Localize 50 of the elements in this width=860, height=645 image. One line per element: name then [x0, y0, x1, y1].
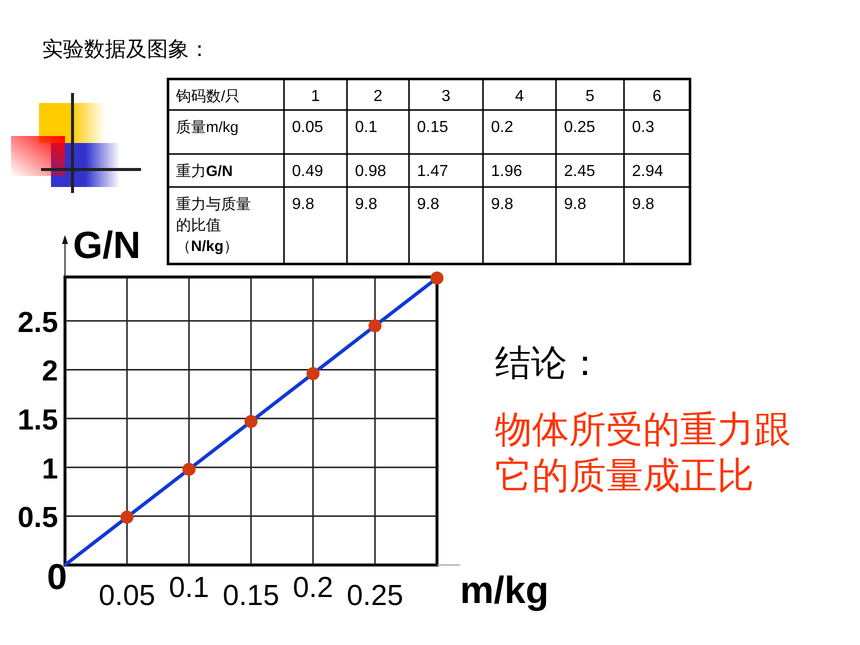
data-label: 0.3 [632, 119, 654, 136]
point [306, 367, 320, 380]
y-axis-title: G/N [73, 225, 141, 267]
y-tick-label: 质量m/kg [176, 119, 239, 136]
y-tick-label: 1.5 [18, 404, 58, 437]
x-tick-label: 5 [586, 88, 595, 105]
data-label: 0.1 [355, 119, 378, 136]
point [368, 319, 382, 332]
x-tick-label: 0.25 [346, 580, 404, 612]
data-label: 9.8 [564, 196, 586, 213]
x-tick-label: 0.2 [292, 572, 334, 604]
data-label: 9.8 [632, 196, 654, 213]
x-tick-label: 1 [311, 88, 320, 105]
data-label: 1.47 [417, 163, 448, 180]
y-tick-label: 1 [42, 453, 58, 486]
data-label: 9.8 [355, 196, 378, 213]
data-label: 2.94 [632, 163, 664, 180]
data-label: 1.96 [491, 163, 522, 180]
y-tick-label: 0 [46, 556, 68, 597]
x-tick-label: 0.15 [222, 580, 280, 612]
x-tick-label: 4 [515, 88, 524, 105]
x-axis-title: m/kg [460, 570, 549, 612]
data-label: 9.8 [417, 196, 440, 213]
x-tick-label: 0.1 [168, 572, 210, 604]
x-tick-label: 6 [652, 88, 662, 105]
x-tick-label: 0.05 [98, 580, 156, 612]
category-label: 重力与质量的比值（N/kg） [176, 196, 251, 255]
y-tick-label: 重力G/N [176, 163, 233, 180]
x-tick-label: 3 [442, 88, 451, 105]
data-label: 0.05 [292, 119, 324, 136]
text: 结论： [495, 342, 603, 383]
y-tick-label: 2 [42, 356, 58, 388]
data-label: 0.49 [292, 163, 324, 180]
data-label: 2.45 [564, 163, 596, 180]
data-label: 0.98 [355, 163, 386, 180]
point [244, 414, 258, 428]
data-label: 9.8 [491, 196, 514, 213]
x-tick-label: 2 [374, 88, 383, 105]
data-label: 0.15 [417, 119, 448, 136]
data-label: 0.25 [564, 119, 596, 136]
text: 物体所受的重力跟它的质量成正比 [495, 409, 791, 496]
chart-title: 实验数据及图象： [42, 38, 210, 61]
point [430, 271, 444, 284]
x-axis-title: 钩码数/只 [175, 88, 240, 105]
y-tick-label: 2.5 [18, 306, 58, 339]
y-tick-label: 0.5 [18, 502, 58, 534]
point [120, 510, 134, 524]
data-label: 9.8 [292, 196, 314, 213]
point [182, 462, 196, 476]
data-label: 0.2 [491, 119, 514, 136]
